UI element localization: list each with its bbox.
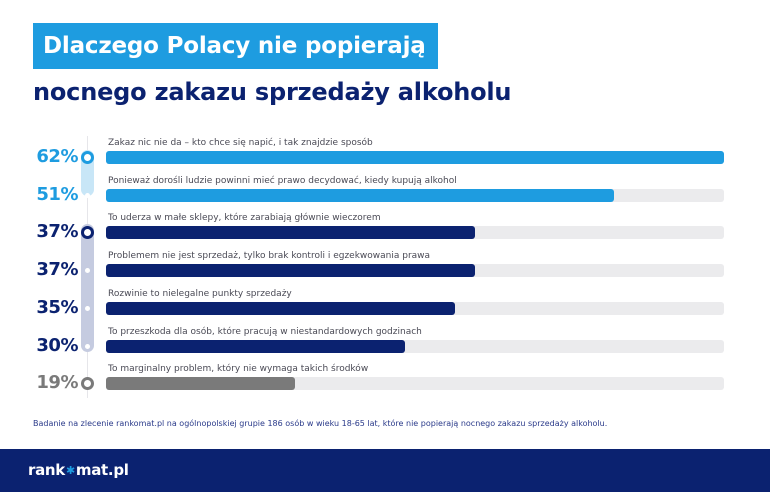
percent-value: 37% — [36, 259, 78, 281]
logo-text-right: mat.pl — [75, 461, 129, 479]
bar-track — [106, 188, 724, 202]
bar-label: Rozwinie to nielegalne punkty sprzedaży — [108, 288, 292, 299]
percent-value: 62% — [36, 146, 78, 167]
bar-track — [106, 226, 724, 240]
circle-marker-icon — [81, 377, 94, 391]
bar-track — [106, 377, 724, 391]
bar-fill — [106, 151, 724, 164]
bar-row: 62% Zakaz nic nie da – kto chce się napić… — [0, 136, 770, 173]
bar-label: To marginalny problem, który nie wymaga … — [108, 364, 369, 375]
circle-marker-icon — [85, 343, 90, 349]
bar-row: 37% Problemem nie jest sprzedaż, tylko br… — [0, 249, 770, 286]
percent-value: 51% — [36, 183, 78, 205]
footer-bar: rank ✱ mat.pl — [0, 449, 770, 492]
bar-label: Problemem nie jest sprzedaż, tylko brak … — [108, 251, 431, 262]
bar-track — [106, 264, 724, 278]
bar-fill — [106, 188, 615, 202]
star-icon: ✱ — [65, 463, 75, 477]
bar-row: 35% Rozwinie to nielegalne punkty sprzeda… — [0, 287, 770, 324]
circle-marker-icon — [85, 268, 90, 274]
bar-row: 19% To marginalny problem, który nie wyma… — [0, 362, 770, 399]
percent-value: 35% — [36, 296, 78, 318]
rankomat-logo: rank ✱ mat.pl — [28, 461, 129, 479]
group-pill-navy — [81, 224, 94, 352]
logo-text-left: rank — [28, 461, 65, 479]
circle-marker-icon — [85, 305, 90, 311]
bar-label: Zakaz nic nie da – kto chce się napić, i… — [108, 138, 373, 148]
bar-fill — [106, 264, 475, 278]
bar-chart: 62% Zakaz nic nie da – kto chce się napić… — [0, 136, 770, 399]
circle-marker-icon — [81, 226, 94, 240]
bar-fill — [106, 301, 455, 315]
title-line-1: Dlaczego Polacy nie popierają — [43, 33, 426, 59]
bar-fill — [106, 377, 296, 391]
bar-track — [106, 301, 724, 315]
bar-track — [106, 151, 724, 164]
bar-fill — [106, 226, 475, 240]
bar-row: 37% To uderza w małe sklepy, które zarabi… — [0, 211, 770, 248]
bar-label: Ponieważ dorośli ludzie powinni mieć pra… — [108, 175, 457, 186]
survey-note: Badanie na zlecenie rankomat.pl na ogóln… — [33, 419, 608, 428]
bar-row: 30% To przeszkoda dla osób, które pracują… — [0, 325, 770, 362]
circle-marker-icon — [85, 192, 90, 198]
title-highlight-box: Dlaczego Polacy nie popierają — [33, 23, 438, 69]
bar-label: To przeszkoda dla osób, które pracują w … — [108, 326, 422, 337]
bar-track — [106, 339, 724, 353]
percent-value: 37% — [36, 221, 78, 243]
percent-value: 19% — [36, 372, 78, 394]
bar-fill — [106, 339, 406, 353]
bar-row: 51% Ponieważ dorośli ludzie powinni mieć … — [0, 174, 770, 211]
percent-value: 30% — [36, 334, 78, 356]
bar-label: To uderza w małe sklepy, które zarabiają… — [108, 213, 381, 224]
circle-marker-icon — [81, 151, 94, 164]
title-line-2: nocnego zakazu sprzedaży alkoholu — [33, 78, 512, 106]
